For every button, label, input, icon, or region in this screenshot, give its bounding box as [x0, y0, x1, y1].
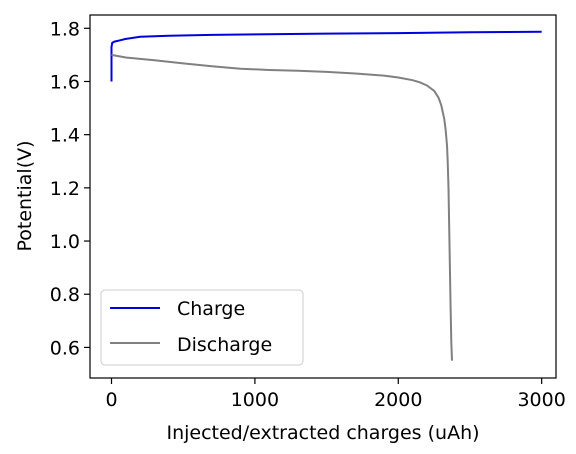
x-axis-label: Injected/extracted charges (uAh): [166, 422, 479, 444]
y-axis-label: Potential(V): [14, 140, 36, 251]
y-axis-ticks: 0.6 0.8 1.0 1.2 1.4 1.6 1.8: [50, 18, 90, 359]
x-axis-ticks: 0 1000 2000 3000: [105, 378, 566, 411]
legend-label-charge: Charge: [177, 298, 245, 320]
y-tick-label: 1.2: [50, 178, 80, 200]
y-tick-label: 1.4: [50, 125, 80, 147]
legend: Charge Discharge: [100, 289, 304, 366]
y-tick-label: 1.8: [50, 18, 80, 40]
y-tick-label: 0.6: [50, 337, 80, 359]
x-tick-label: 0: [105, 389, 117, 411]
x-tick-label: 2000: [374, 389, 422, 411]
x-tick-label: 1000: [231, 389, 279, 411]
plot-frame: [89, 14, 557, 379]
y-tick-label: 1.6: [50, 71, 80, 93]
series-line-charge: [110, 30, 542, 82]
series-layer: [110, 30, 542, 361]
x-tick-label: 3000: [517, 389, 565, 411]
plot-area: [89, 14, 557, 379]
legend-label-discharge: Discharge: [177, 334, 272, 356]
y-tick-label: 1.0: [50, 231, 80, 253]
y-tick-label: 0.8: [50, 284, 80, 306]
series-line-discharge: [111, 53, 453, 361]
